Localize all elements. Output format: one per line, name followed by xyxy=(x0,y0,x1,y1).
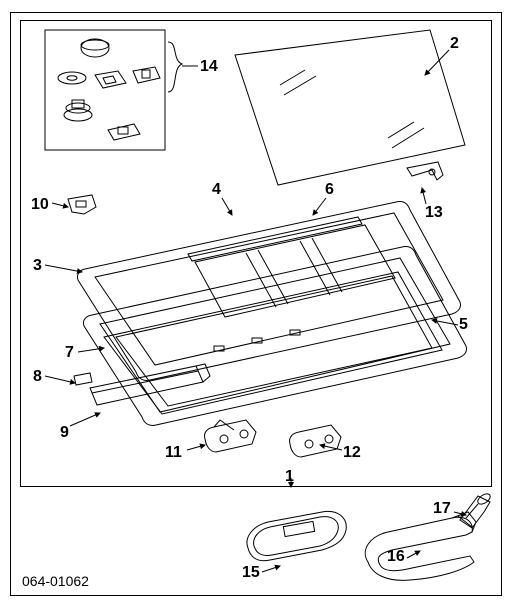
inner-frame xyxy=(20,20,492,487)
callout-9: 9 xyxy=(60,424,69,442)
callout-17: 17 xyxy=(433,500,451,518)
callout-6: 6 xyxy=(325,181,334,199)
callout-10: 10 xyxy=(31,196,49,214)
callout-8: 8 xyxy=(33,368,42,386)
callout-11: 11 xyxy=(165,444,182,462)
callout-2: 2 xyxy=(450,35,459,53)
callout-7: 7 xyxy=(65,344,74,362)
diagram-root: 1 2 3 4 5 6 7 8 9 10 11 12 13 14 15 16 1… xyxy=(0,0,513,600)
callout-12: 12 xyxy=(343,444,361,462)
part-id-label: 064-01062 xyxy=(22,573,89,589)
callout-3: 3 xyxy=(33,257,42,275)
callout-14: 14 xyxy=(200,58,218,76)
callout-5: 5 xyxy=(459,316,468,334)
callout-1: 1 xyxy=(285,468,294,486)
callout-13: 13 xyxy=(425,204,443,222)
callout-16: 16 xyxy=(387,548,405,566)
callout-4: 4 xyxy=(212,181,221,199)
callout-15: 15 xyxy=(242,564,260,582)
